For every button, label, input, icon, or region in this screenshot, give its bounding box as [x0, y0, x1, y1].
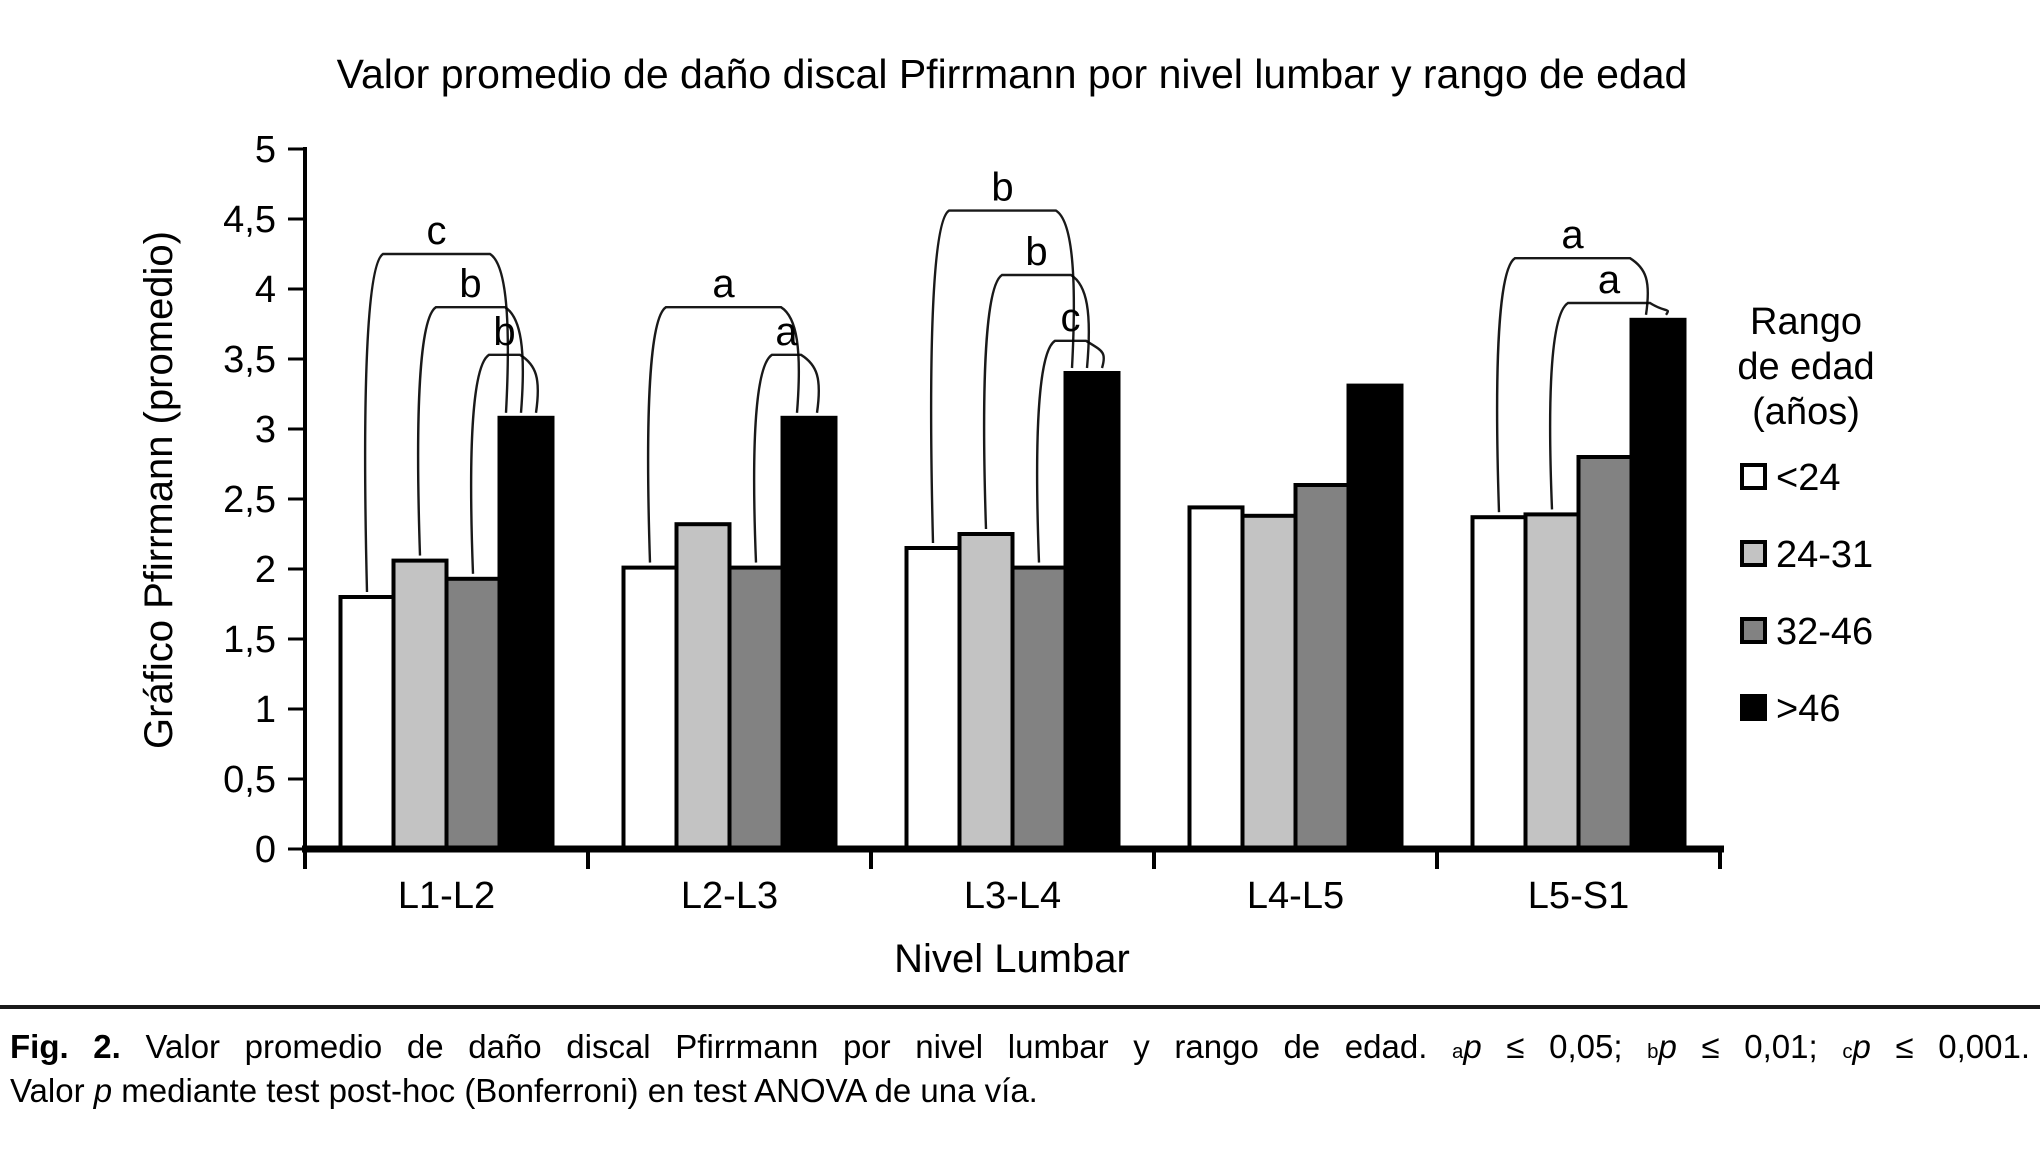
sig-c-cond: ≤ 0,001.	[1870, 1028, 2031, 1065]
legend-title-line: Rango	[1750, 301, 1862, 343]
bracket-label-a: a	[775, 310, 798, 354]
bar-L1-L2-32-46	[444, 576, 502, 851]
bar-L1-L2-24-31	[391, 558, 449, 851]
bracket-label-c: c	[1061, 296, 1081, 340]
y-tick-label: 2,5	[223, 479, 276, 521]
bracket-L3-L4-b	[982, 273, 1091, 530]
caption-line2-post: mediante test post-hoc (Bonferroni) en t…	[112, 1071, 1038, 1109]
bar-L4-L5-32-46	[1293, 483, 1351, 851]
legend-title-line: de edad	[1737, 346, 1874, 388]
bar-L5-S1-24-31	[1523, 512, 1581, 852]
y-tick-label: 1,5	[223, 619, 276, 661]
bar-L1-L2-<24	[338, 595, 396, 851]
bar-L4-L5-<24	[1187, 505, 1245, 851]
chart-title: Valor promedio de daño discal Pfirrmann …	[337, 51, 1688, 97]
sig-a-sup: a	[1452, 1040, 1464, 1063]
bracket-label-c: c	[427, 209, 447, 253]
bracket-L1-L2-b	[416, 306, 525, 556]
category-label: L4-L5	[1247, 875, 1344, 917]
legend-label: 32-46	[1776, 611, 1873, 653]
bar-L2-L3-32-46	[727, 565, 785, 851]
bar-L2-L3->46	[780, 415, 838, 851]
legend-swatch-<24	[1740, 463, 1767, 490]
sig-a-cond: ≤ 0,05;	[1481, 1028, 1648, 1065]
fig-number-label: Fig. 2.	[10, 1028, 121, 1065]
y-tick-label: 4,5	[223, 199, 276, 241]
figure-caption: Fig. 2. Valor promedio de daño discal Pf…	[0, 1005, 2040, 1112]
category-label: L5-S1	[1528, 875, 1629, 917]
y-tick-label: 5	[255, 129, 276, 171]
bar-L3-L4-<24	[904, 546, 962, 851]
sig-c-sup: c	[1842, 1040, 1853, 1063]
bracket-L2-L3-a	[752, 353, 821, 563]
bars	[338, 317, 1687, 852]
y-tick-label: 3,5	[223, 339, 276, 381]
caption-line2-var: p	[93, 1071, 113, 1109]
legend-title-line: (años)	[1752, 391, 1860, 433]
x-axis-title: Nivel Lumbar	[894, 937, 1130, 981]
bar-L5-S1->46	[1629, 317, 1687, 851]
bar-L4-L5-24-31	[1240, 513, 1298, 851]
y-tick-label: 2	[255, 549, 276, 591]
caption-line-1: Fig. 2. Valor promedio de daño discal Pf…	[10, 1025, 2030, 1069]
pfirrmann-bar-chart: Valor promedio de daño discal Pfirrmann …	[137, 51, 1875, 981]
bracket-L5-S1-a	[1495, 257, 1650, 513]
sig-c-var: p	[1852, 1028, 1871, 1065]
y-tick-label: 0	[255, 829, 276, 871]
bar-L2-L3-24-31	[674, 522, 732, 851]
bracket-label-b: b	[991, 166, 1013, 210]
sig-a-var: p	[1463, 1028, 1482, 1065]
y-axis-title: Gráfico Pfirrmann (promedio)	[137, 231, 181, 749]
category-label: L1-L2	[398, 875, 495, 917]
y-axis-ticks: 0 0,5 1 1,5 2 2,5 3 3,5 4 4,5 5	[223, 129, 305, 871]
bar-L3-L4-32-46	[1010, 565, 1068, 851]
legend-swatch-32-46	[1740, 617, 1767, 644]
y-tick-label: 4	[255, 269, 276, 311]
bracket-L3-L4-b	[929, 209, 1076, 544]
bar-L1-L2->46	[497, 415, 555, 851]
y-tick-label: 1	[255, 689, 276, 731]
category-labels: L1-L2 L2-L3 L3-L4 L4-L5 L5-S1	[398, 875, 1629, 917]
bracket-L1-L2-b	[469, 353, 540, 574]
bracket-label-b: b	[493, 310, 515, 354]
legend-swatch->46	[1740, 694, 1767, 721]
bracket-L5-S1-a	[1548, 301, 1670, 510]
bar-L3-L4->46	[1063, 371, 1121, 851]
bracket-label-a: a	[1598, 258, 1621, 302]
bracket-label-a: a	[712, 262, 735, 306]
caption-line-2: Valor p mediante test post-hoc (Bonferro…	[10, 1069, 2030, 1113]
bracket-L2-L3-a	[646, 306, 801, 563]
sig-b-sup: b	[1647, 1040, 1659, 1063]
bracket-L3-L4-c	[1035, 339, 1106, 563]
sig-b-cond: ≤ 0,01;	[1676, 1028, 1843, 1065]
bar-L5-S1-<24	[1470, 515, 1528, 851]
sig-b-var: p	[1658, 1028, 1677, 1065]
legend-swatch-24-31	[1740, 540, 1767, 567]
legend-label: <24	[1776, 457, 1840, 499]
category-label: L2-L3	[681, 875, 778, 917]
category-label: L3-L4	[964, 875, 1061, 917]
bracket-label-b: b	[1025, 230, 1047, 274]
caption-text: Valor promedio de daño discal Pfirrmann …	[120, 1028, 1452, 1065]
bar-L4-L5->46	[1346, 383, 1404, 851]
bracket-label-a: a	[1561, 213, 1584, 257]
y-tick-label: 0,5	[223, 759, 276, 801]
y-tick-label: 3	[255, 409, 276, 451]
bar-L2-L3-<24	[621, 565, 679, 851]
bracket-L1-L2-c	[363, 252, 510, 593]
bar-L3-L4-24-31	[957, 532, 1015, 851]
caption-line2-pre: Valor	[10, 1071, 94, 1109]
bracket-label-b: b	[459, 262, 481, 306]
legend-label: 24-31	[1776, 534, 1873, 576]
legend-label: >46	[1776, 688, 1840, 730]
bar-L5-S1-32-46	[1576, 455, 1634, 851]
